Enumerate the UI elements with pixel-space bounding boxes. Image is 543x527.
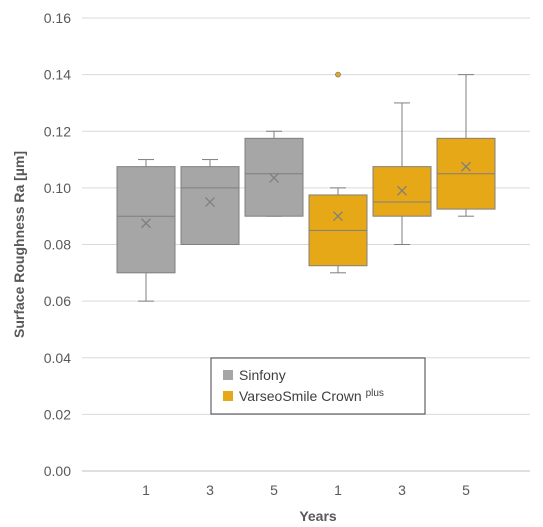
legend-label: VarseoSmile Crown plus — [239, 388, 384, 404]
legend-label-text: Sinfony — [239, 367, 286, 383]
mean-marker — [141, 218, 151, 229]
mean-marker — [333, 211, 343, 222]
legend-swatch — [223, 370, 233, 380]
box-iqr — [180, 166, 240, 245]
box-sinfony-5 — [244, 130, 304, 217]
x-axis-title: Years — [299, 508, 337, 524]
y-tick-label: 0.04 — [44, 350, 71, 366]
y-axis-title: Surface Roughness Ra [µm] — [11, 151, 27, 338]
legend-label-text: VarseoSmile Crown — [239, 388, 366, 404]
box-sinfony-3 — [180, 159, 240, 245]
y-tick-label: 0.14 — [44, 67, 71, 83]
y-tick-label: 0.12 — [44, 123, 71, 139]
box-sinfony-1 — [116, 159, 176, 302]
legend-swatch — [223, 391, 233, 401]
y-tick-label: 0.06 — [44, 293, 71, 309]
x-tick-label: 3 — [398, 482, 406, 498]
y-axis-ticks: 0.00 0.02 0.04 0.06 0.08 0.10 0.12 0.14 0.16 — [44, 10, 71, 479]
x-tick-label: 5 — [270, 482, 278, 498]
box-varseosmile-crown-plus-3 — [372, 102, 432, 245]
y-tick-label: 0.10 — [44, 180, 71, 196]
mean-marker — [461, 161, 471, 172]
mean-marker — [269, 173, 279, 183]
y-tick-label: 0.16 — [44, 10, 71, 26]
box-iqr — [116, 166, 176, 274]
legend-label-superscript: plus — [366, 388, 384, 399]
outlier-point — [335, 71, 341, 78]
x-tick-label: 3 — [206, 482, 214, 498]
box-varseosmile-crown-plus-5 — [436, 74, 496, 217]
y-tick-label: 0.00 — [44, 463, 71, 479]
mean-marker — [205, 197, 215, 207]
box-plots — [116, 71, 496, 302]
x-tick-label: 1 — [334, 482, 342, 498]
y-tick-label: 0.02 — [44, 406, 71, 422]
legend-label: Sinfony — [239, 367, 286, 383]
x-tick-label: 1 — [142, 482, 150, 498]
mean-marker — [397, 185, 407, 196]
y-tick-label: 0.08 — [44, 237, 71, 253]
x-axis-ticks: 1 3 5 1 3 5 — [142, 482, 470, 498]
legend-box — [210, 357, 426, 415]
box-varseosmile-crown-plus-1 — [308, 71, 368, 274]
x-tick-label: 5 — [462, 482, 470, 498]
legend: Sinfony VarseoSmile Crown plus — [210, 357, 426, 415]
